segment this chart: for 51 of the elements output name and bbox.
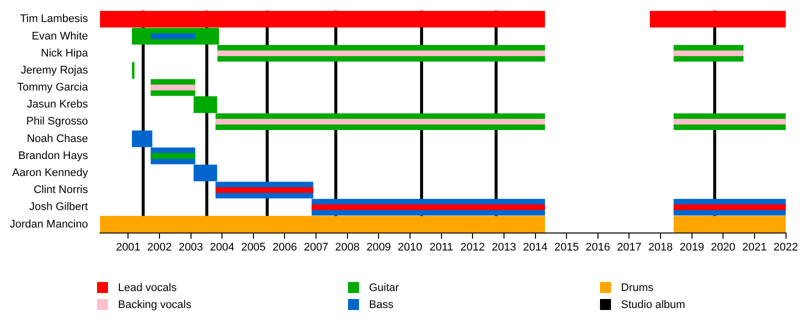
x-tick-label: 2007: [304, 241, 328, 254]
x-tick-label: 2017: [616, 241, 642, 254]
bar: [312, 204, 545, 210]
x-tick-label: 2004: [210, 241, 234, 254]
x-tick-label: 2010: [398, 241, 422, 254]
legend-label: Guitar: [369, 282, 399, 294]
x-tick-label: 2001: [116, 241, 140, 254]
x-tick-label: 2013: [492, 241, 516, 254]
x-tick-label: 2006: [272, 241, 297, 254]
bar: [674, 50, 744, 56]
bar: [100, 216, 545, 233]
x-tick-label: 2015: [554, 241, 579, 254]
legend-label: Backing vocals: [118, 298, 192, 310]
y-tick-label: Nick Hipa: [40, 47, 89, 60]
y-tick-label: Jordan Mancino: [10, 218, 88, 230]
legend-label: Studio album: [621, 298, 686, 310]
x-tick-label: 2020: [710, 241, 736, 254]
bar: [216, 187, 314, 193]
y-tick-label: Jasun Krebs: [26, 98, 88, 111]
legend-label: Bass: [369, 298, 394, 310]
x-tick-label: 2012: [460, 241, 485, 254]
y-tick-label: Aaron Kennedy: [12, 167, 88, 180]
bar: [674, 118, 786, 125]
y-tick-label: Clint Norris: [34, 184, 88, 196]
x-tick-label: 2008: [335, 241, 360, 254]
bar: [132, 62, 134, 79]
x-tick-label: 2002: [147, 241, 172, 254]
x-tick-label: 2019: [680, 241, 704, 254]
x-tick-label: 2018: [648, 241, 673, 254]
bar: [217, 50, 545, 56]
y-tick-label: Tommy Garcia: [17, 82, 89, 94]
y-tick-label: Josh Gilbert: [29, 201, 88, 214]
bar: [216, 118, 545, 125]
y-tick-label: Noah Chase: [26, 132, 88, 145]
y-tick-label: Evan White: [32, 30, 88, 42]
x-tick-label: 2011: [429, 241, 454, 254]
x-tick-label: 2003: [178, 241, 204, 254]
x-tick-label: 2022: [774, 241, 798, 254]
x-tick-label: 2014: [523, 241, 548, 254]
legend-label: Drums: [621, 282, 654, 294]
x-tick-label: 2009: [366, 241, 391, 254]
x-tick-label: 2016: [586, 241, 610, 254]
y-tick-label: Jeremy Rojas: [20, 64, 88, 76]
legend-label: Lead vocals: [118, 282, 177, 294]
y-tick-label: Tim Lambesis: [20, 13, 88, 26]
bar: [674, 216, 786, 233]
x-tick-label: 2005: [241, 241, 266, 254]
bar: [150, 84, 196, 90]
y-tick-label: Phil Sgrosso: [26, 116, 88, 128]
x-tick-label: 2021: [742, 241, 767, 254]
y-tick-label: Brandon Hays: [18, 150, 88, 162]
